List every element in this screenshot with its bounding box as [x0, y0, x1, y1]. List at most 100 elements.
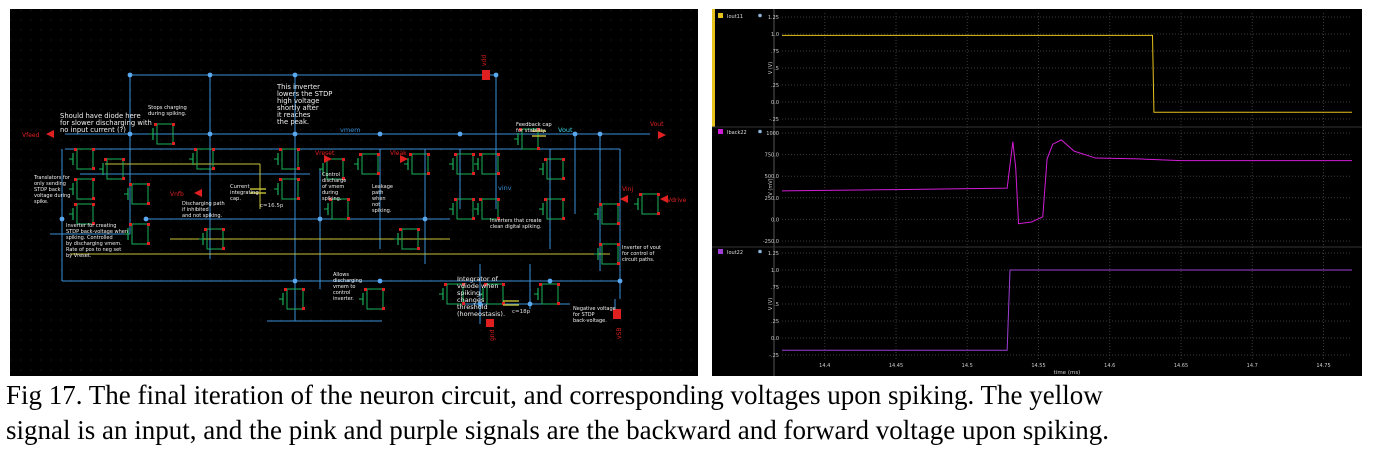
visibility-eye-icon[interactable] — [758, 13, 762, 18]
y-axis-label: V (V) — [768, 298, 774, 310]
svg-text:integrating: integrating — [230, 190, 259, 196]
svg-text:spike.: spike. — [34, 199, 49, 205]
y-axis-label: V (mV) — [768, 178, 774, 195]
svg-text:discharging: discharging — [333, 278, 362, 284]
circuit-schematic: c=16.5p c=18p Vfeed Vout Vout vmem vinv … — [10, 9, 698, 376]
svg-text:inverter.: inverter. — [333, 296, 354, 302]
svg-text:discharge: discharge — [322, 178, 346, 184]
x-tick-label: 14.4 — [819, 363, 830, 369]
note-leakage: Leakage path when not spiking. — [372, 184, 393, 214]
x-tick-label: 14.75 — [1316, 363, 1330, 369]
pin-vout-label: Vout — [650, 121, 664, 128]
svg-text:spiking.: spiking. — [372, 208, 392, 214]
waveform-viewer: Iout11 Iback22 Iout22 1.25 1.0 .75 .5 .25 0.0 -.… — [712, 9, 1362, 376]
y-tick-label: 0.0 — [771, 100, 779, 106]
svg-text:for slower discharging with: for slower discharging with — [60, 119, 152, 127]
y-tick-label: .25 — [771, 83, 779, 89]
capacitors — [250, 130, 546, 306]
svg-text:Integrator of: Integrator of — [457, 275, 499, 283]
svg-text:Control: Control — [322, 172, 340, 178]
note-creating: Inverter for creating STDP back-voltage … — [66, 223, 128, 259]
pin-vdrive[interactable]: Vdrive — [660, 195, 687, 204]
y-tick-label: .5 — [774, 302, 779, 308]
note-feedback: Feedback cap for stability. — [516, 122, 552, 134]
y-tick-label: 1.0 — [771, 268, 779, 274]
note-allows: Allows discharging vmem to control inver… — [333, 272, 362, 302]
x-tick-label: 14.7 — [1247, 363, 1258, 369]
note-discharging: Discharging path if inhibited and not sp… — [182, 201, 225, 219]
pin-vnfb[interactable]: Vnfb — [170, 189, 202, 198]
y-tick-label: .25 — [771, 319, 779, 325]
pin-vdrive-label: Vdrive — [667, 197, 687, 204]
svg-text:by Vreset.: by Vreset. — [66, 253, 92, 259]
pin-vreset[interactable]: Vreset — [315, 150, 335, 163]
pin-vinj[interactable]: Vinj — [620, 186, 633, 203]
net-vinv-label: vinv — [498, 184, 512, 192]
y-tick-label: 250.0 — [765, 196, 779, 202]
svg-text:Discharging path: Discharging path — [182, 201, 225, 207]
cap-label-int: c=18p — [512, 309, 531, 315]
pin-vsb-label: vSB — [616, 328, 623, 339]
svg-text:STDP back: STDP back — [34, 187, 61, 193]
pin-vdd[interactable]: vdd — [481, 55, 490, 80]
pin-gnd[interactable]: gnd — [486, 319, 496, 341]
svg-text:Inverters that create: Inverters that create — [490, 218, 542, 224]
pin-vsb[interactable]: vSB — [613, 309, 623, 339]
y-tick-label: 0.0 — [771, 336, 779, 342]
note-current: Current integrating cap. — [230, 184, 259, 202]
visibility-eye-icon[interactable] — [758, 249, 762, 254]
svg-text:lowers the STDP: lowers the STDP — [277, 90, 332, 98]
svg-text:only sending: only sending — [34, 181, 66, 187]
svg-text:during spiking.: during spiking. — [148, 111, 187, 117]
note-inverter-top: This inverter lowers the STDP high volta… — [276, 83, 332, 126]
net-vmem-label: vmem — [340, 126, 361, 134]
svg-text:spiking.: spiking. — [322, 196, 342, 202]
svg-text:Stops charging: Stops charging — [148, 105, 187, 111]
x-tick-label: 14.65 — [1174, 363, 1188, 369]
svg-text:STDP back-voltage when: STDP back-voltage when — [66, 229, 128, 235]
pin-vnfb-label: Vnfb — [170, 191, 184, 198]
y-tick-label: 750.0 — [765, 153, 779, 159]
svg-text:during: during — [322, 190, 338, 196]
pin-vfeed[interactable]: Vfeed — [22, 130, 54, 139]
svg-text:when: when — [372, 196, 386, 202]
svg-text:circuit paths.: circuit paths. — [622, 257, 655, 263]
y-tick-label: 1.25 — [768, 251, 779, 257]
svg-text:for stability.: for stability. — [516, 128, 547, 134]
signal-wires — [70, 163, 610, 255]
svg-text:for control of: for control of — [622, 251, 654, 257]
legend-label[interactable]: Iout22 — [727, 250, 743, 256]
legend-label[interactable]: Iout11 — [727, 14, 743, 20]
pin-vleak[interactable]: Vleak — [390, 150, 408, 163]
note-inverters-clean: Inverters that create clean digital spik… — [490, 218, 542, 230]
time-axis: 1.25 1.0 .75 .5 .25 0.0 -.25 V (V) 1000 750.0 500.… — [763, 15, 1331, 369]
pin-vreset-label: Vreset — [315, 150, 335, 157]
x-tick-label: 14.55 — [1031, 363, 1045, 369]
visibility-eye-icon[interactable] — [758, 129, 762, 134]
figure-caption: Fig 17. The final iteration of the neuro… — [6, 378, 1371, 448]
svg-text:cap.: cap. — [230, 196, 241, 202]
svg-text:Inverter for creating: Inverter for creating — [66, 223, 116, 229]
note-inverter-vout: Inverter of vout for control of circuit … — [622, 245, 661, 263]
waveform-trace — [782, 34, 1352, 113]
svg-text:vmem to: vmem to — [333, 284, 355, 290]
legend-label[interactable]: Iback22 — [727, 130, 747, 136]
pin-gnd-label: gnd — [489, 329, 496, 341]
svg-text:spiking. Controlled: spiking. Controlled — [66, 235, 113, 241]
y-tick-label: -.25 — [769, 353, 779, 359]
legend-swatch — [718, 129, 723, 134]
caption-line-1: Fig 17. The final iteration of the neuro… — [6, 380, 1103, 410]
svg-text:not: not — [372, 202, 380, 208]
svg-text:changes: changes — [457, 296, 485, 304]
wire-junctions — [59, 72, 623, 307]
y-tick-label: 1.25 — [768, 15, 779, 21]
svg-text:path: path — [372, 190, 383, 196]
pin-vfeed-label: Vfeed — [22, 132, 40, 139]
x-tick-label: 14.45 — [889, 363, 903, 369]
svg-text:no input current (?): no input current (?) — [60, 126, 126, 134]
svg-text:Feedback cap: Feedback cap — [516, 122, 552, 128]
legend-swatch — [718, 249, 723, 254]
svg-text:for STDP: for STDP — [573, 312, 595, 318]
pin-vout[interactable]: Vout — [650, 121, 666, 139]
x-tick-label: 14.6 — [1104, 363, 1115, 369]
